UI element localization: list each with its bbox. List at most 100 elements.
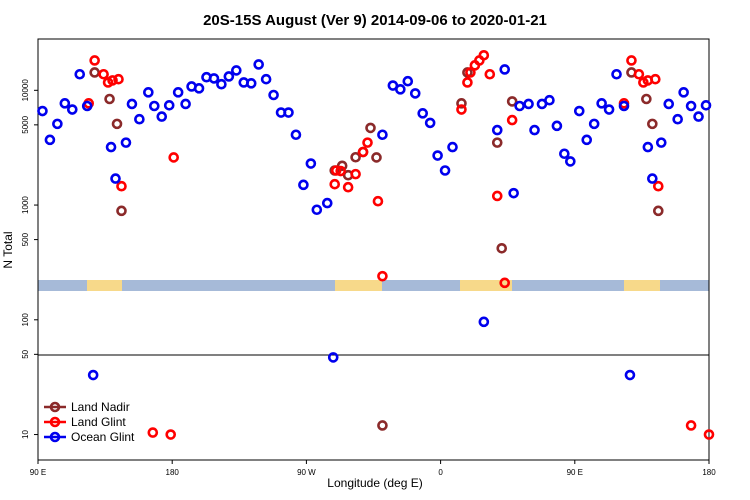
point [168, 152, 179, 163]
point [371, 152, 382, 163]
point [143, 87, 154, 98]
point [111, 118, 123, 130]
point [377, 129, 388, 141]
point [89, 67, 100, 78]
point [447, 141, 458, 153]
x-tick-label: 90 E [30, 468, 46, 477]
point [52, 118, 63, 130]
point [633, 68, 645, 80]
point [508, 187, 519, 199]
point [581, 134, 593, 146]
point [618, 100, 630, 112]
point [208, 73, 220, 84]
point [113, 73, 124, 85]
legend-marker [49, 401, 61, 413]
y-tick-label: 10000 [21, 79, 30, 102]
point [116, 180, 127, 192]
point [180, 98, 191, 110]
x-axis-label: Longitude (deg E) [327, 476, 422, 490]
point [290, 129, 302, 141]
y-tick-label: 10 [21, 430, 30, 439]
point [98, 68, 109, 80]
x-tick-label: 0 [438, 468, 443, 477]
point [611, 68, 622, 80]
point [588, 118, 600, 130]
point [484, 68, 496, 80]
point [626, 55, 637, 66]
point [655, 137, 667, 148]
point [357, 146, 369, 158]
point [231, 65, 242, 76]
point [268, 89, 279, 101]
point [44, 134, 56, 146]
point [298, 179, 309, 191]
point [305, 158, 317, 169]
point [478, 316, 490, 328]
point [703, 429, 715, 440]
point [439, 165, 451, 176]
point [641, 93, 652, 105]
point [350, 151, 361, 163]
point [107, 75, 118, 86]
point [565, 156, 576, 167]
legend-marker [49, 416, 61, 428]
point [165, 429, 177, 440]
point [456, 98, 467, 109]
point [432, 150, 443, 161]
point [311, 204, 323, 216]
point [514, 100, 525, 112]
point [650, 73, 661, 85]
point [377, 270, 388, 282]
point [89, 55, 100, 66]
point [647, 118, 658, 130]
point [37, 105, 48, 117]
point [544, 94, 555, 106]
point [491, 124, 503, 136]
point [642, 141, 654, 153]
legend-label: Ocean Glint [71, 430, 135, 444]
point [693, 111, 704, 122]
y-tick-label: 5000 [21, 115, 30, 133]
point [126, 98, 138, 110]
y-tick-label: 1000 [21, 196, 30, 214]
legend-marker [49, 431, 61, 443]
point [149, 100, 160, 112]
point [342, 181, 354, 193]
point [624, 369, 636, 381]
point [417, 108, 429, 119]
point [193, 83, 205, 94]
land-band [460, 280, 512, 291]
point [506, 114, 518, 126]
point [462, 77, 473, 88]
point [491, 190, 503, 202]
point [163, 100, 175, 111]
legend-label: Land Glint [71, 415, 126, 429]
chart-title: 20S-15S August (Ver 9) 2014-09-06 to 202… [203, 12, 547, 29]
point [653, 205, 664, 217]
point [260, 73, 272, 85]
point [253, 59, 264, 70]
point [499, 64, 511, 75]
y-tick-label: 500 [21, 232, 30, 246]
plot-frame [37, 38, 710, 461]
point [87, 369, 99, 381]
point [499, 277, 511, 289]
point [283, 107, 294, 118]
point [491, 137, 503, 148]
point [672, 113, 683, 125]
point [496, 242, 508, 254]
point [685, 420, 697, 431]
point [216, 78, 227, 90]
point [395, 84, 406, 95]
legend-label: Land Nadir [71, 400, 130, 414]
point [59, 98, 71, 109]
point [66, 104, 78, 115]
land-band [624, 280, 660, 291]
point [506, 96, 518, 107]
point [116, 205, 127, 217]
y-tick-label: 50 [21, 349, 30, 358]
point [465, 67, 476, 78]
point [329, 178, 341, 190]
x-tick-label: 180 [166, 468, 180, 477]
